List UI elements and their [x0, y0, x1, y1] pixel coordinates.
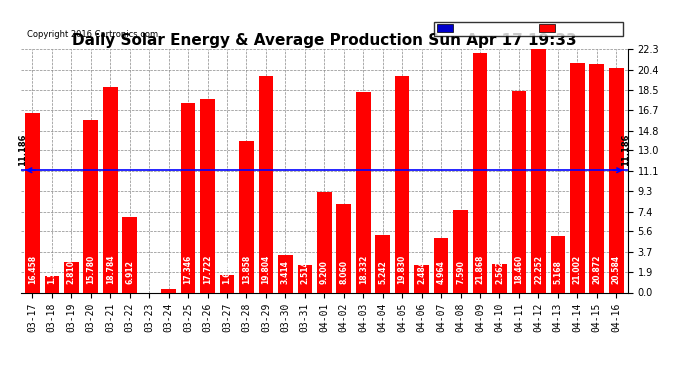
- Text: 4.964: 4.964: [437, 260, 446, 284]
- Title: Daily Solar Energy & Average Production Sun Apr 17 19:33: Daily Solar Energy & Average Production …: [72, 33, 577, 48]
- Text: 2.810: 2.810: [67, 260, 76, 284]
- Bar: [103, 87, 117, 292]
- Bar: [239, 141, 254, 292]
- Bar: [395, 76, 409, 292]
- Text: 6.912: 6.912: [125, 260, 134, 284]
- Bar: [531, 49, 546, 292]
- Text: 1.510: 1.510: [48, 260, 57, 284]
- Bar: [375, 235, 390, 292]
- Bar: [45, 276, 59, 292]
- Text: 20.584: 20.584: [612, 255, 621, 284]
- Bar: [492, 264, 506, 292]
- Text: 7.590: 7.590: [456, 260, 465, 284]
- Bar: [589, 64, 604, 292]
- Text: 22.252: 22.252: [534, 255, 543, 284]
- Bar: [64, 262, 79, 292]
- Bar: [83, 120, 98, 292]
- Text: 9.200: 9.200: [319, 260, 329, 284]
- Bar: [414, 266, 429, 292]
- Text: Copyright 2016 Cartronics.com: Copyright 2016 Cartronics.com: [27, 30, 158, 39]
- Bar: [219, 274, 235, 292]
- Bar: [200, 99, 215, 292]
- Bar: [181, 103, 195, 292]
- Text: 2.514: 2.514: [300, 260, 309, 284]
- Bar: [259, 76, 273, 292]
- Text: 18.460: 18.460: [515, 255, 524, 284]
- Text: 3.414: 3.414: [281, 260, 290, 284]
- Text: 19.830: 19.830: [397, 255, 406, 284]
- Bar: [453, 210, 468, 292]
- Bar: [161, 289, 176, 292]
- Text: 2.562: 2.562: [495, 260, 504, 284]
- Text: 19.804: 19.804: [262, 255, 270, 284]
- Text: 8.060: 8.060: [339, 260, 348, 284]
- Bar: [356, 92, 371, 292]
- Text: 1.638: 1.638: [222, 260, 231, 284]
- Text: 11.186: 11.186: [18, 134, 27, 166]
- Text: 15.780: 15.780: [86, 255, 95, 284]
- Text: 18.332: 18.332: [359, 255, 368, 284]
- Bar: [434, 238, 448, 292]
- Bar: [511, 91, 526, 292]
- Text: 21.002: 21.002: [573, 255, 582, 284]
- Text: 5.168: 5.168: [553, 260, 562, 284]
- Bar: [609, 68, 624, 292]
- Bar: [337, 204, 351, 292]
- Bar: [551, 236, 565, 292]
- Text: 17.346: 17.346: [184, 255, 193, 284]
- Bar: [570, 63, 584, 292]
- Text: 18.784: 18.784: [106, 254, 115, 284]
- Bar: [473, 54, 487, 292]
- Text: 5.242: 5.242: [378, 260, 387, 284]
- Text: 2.484: 2.484: [417, 260, 426, 284]
- Text: 11.186: 11.186: [622, 134, 631, 166]
- Text: 20.872: 20.872: [592, 254, 601, 284]
- Text: 17.722: 17.722: [203, 254, 212, 284]
- Text: 21.868: 21.868: [475, 254, 484, 284]
- Legend: Average  (kWh), Daily  (kWh): Average (kWh), Daily (kWh): [434, 22, 623, 36]
- Bar: [278, 255, 293, 292]
- Bar: [297, 265, 312, 292]
- Bar: [122, 217, 137, 292]
- Text: 16.458: 16.458: [28, 255, 37, 284]
- Bar: [317, 192, 332, 292]
- Bar: [25, 112, 39, 292]
- Text: 13.858: 13.858: [242, 255, 251, 284]
